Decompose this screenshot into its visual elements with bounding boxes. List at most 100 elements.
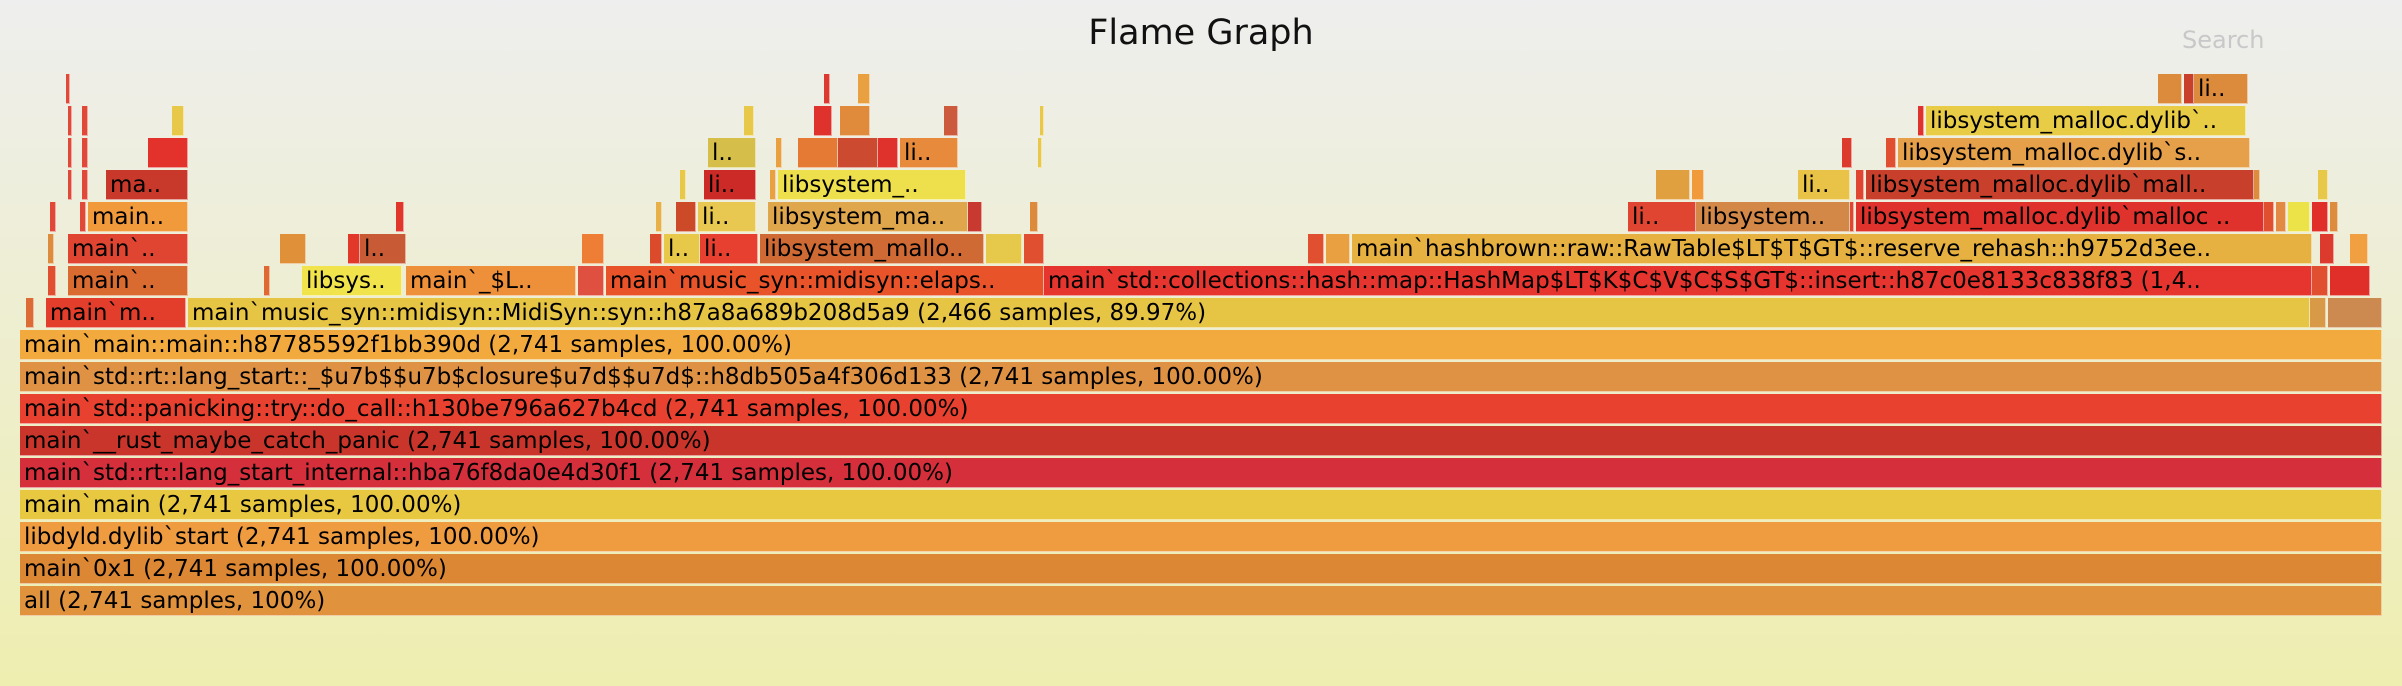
flame-frame[interactable] <box>1656 170 1690 200</box>
flame-frame[interactable] <box>2276 202 2286 232</box>
flame-frame[interactable] <box>676 202 696 232</box>
flame-frame[interactable]: libsystem.. <box>1696 202 1850 232</box>
flame-frame[interactable] <box>656 202 662 232</box>
flame-frame[interactable] <box>770 170 776 200</box>
flame-frame[interactable]: main`std::rt::lang_start_internal::hba76… <box>20 458 2382 488</box>
flame-frame[interactable] <box>68 106 72 136</box>
flame-frame[interactable]: main`main::main::h87785592f1bb390d (2,74… <box>20 330 2382 360</box>
flame-frame[interactable] <box>1850 202 1854 232</box>
flame-frame[interactable]: l.. <box>708 138 756 168</box>
flame-frame[interactable] <box>744 106 754 136</box>
flame-frame[interactable]: main`std::collections::hash::map::HashMa… <box>1044 266 2312 296</box>
flame-frame[interactable] <box>968 202 982 232</box>
flame-frame[interactable] <box>858 74 870 104</box>
flame-frame[interactable]: l.. <box>360 234 406 264</box>
flame-frame[interactable] <box>650 234 662 264</box>
flame-frame[interactable] <box>2330 202 2338 232</box>
flame-frame[interactable]: all (2,741 samples, 100%) <box>20 586 2382 616</box>
flame-frame[interactable]: libsystem_ma.. <box>768 202 968 232</box>
flame-frame[interactable] <box>1886 138 1896 168</box>
flame-frame[interactable]: li.. <box>704 170 756 200</box>
flame-frame[interactable] <box>1918 106 1924 136</box>
flame-frame[interactable]: l.. <box>664 234 700 264</box>
flame-frame[interactable] <box>944 106 958 136</box>
flame-frame[interactable] <box>2312 266 2328 296</box>
flame-frame[interactable] <box>1038 138 1042 168</box>
flame-frame[interactable] <box>396 202 404 232</box>
flame-frame[interactable]: libsystem_mallo.. <box>760 234 984 264</box>
flame-frame[interactable] <box>824 74 830 104</box>
flame-frame[interactable] <box>840 106 870 136</box>
flame-frame[interactable] <box>82 138 88 168</box>
flame-frame[interactable] <box>66 74 70 104</box>
flame-frame[interactable] <box>1308 234 1324 264</box>
flame-frame[interactable]: main`std::rt::lang_start::_$u7b$$u7b$clo… <box>20 362 2382 392</box>
flame-frame[interactable]: main`m.. <box>46 298 186 328</box>
flame-frame[interactable] <box>578 266 604 296</box>
flame-frame[interactable]: main`__rust_maybe_catch_panic (2,741 sam… <box>20 426 2382 456</box>
flame-frame[interactable] <box>2318 170 2328 200</box>
flame-frame[interactable] <box>986 234 1022 264</box>
flame-frame[interactable] <box>1842 138 1852 168</box>
flame-frame[interactable] <box>1856 170 1864 200</box>
flame-frame[interactable] <box>1692 170 1704 200</box>
flame-frame[interactable] <box>776 138 782 168</box>
flame-frame[interactable]: li.. <box>1798 170 1850 200</box>
flame-frame[interactable]: main`std::panicking::try::do_call::h130b… <box>20 394 2382 424</box>
flame-frame[interactable] <box>798 138 838 168</box>
flame-frame[interactable] <box>2288 202 2310 232</box>
flame-frame[interactable] <box>2264 202 2274 232</box>
flame-frame[interactable] <box>26 298 34 328</box>
flame-frame[interactable] <box>680 170 686 200</box>
flame-frame[interactable] <box>2310 298 2326 328</box>
flame-frame[interactable]: main`music_syn::midisyn::MidiSyn::syn::h… <box>188 298 2310 328</box>
flame-frame[interactable] <box>68 138 72 168</box>
flame-frame[interactable] <box>838 138 878 168</box>
flame-frame[interactable]: li.. <box>698 202 756 232</box>
flame-frame[interactable]: main`.. <box>68 234 188 264</box>
flame-frame[interactable] <box>2320 234 2334 264</box>
flame-frame[interactable]: ma.. <box>106 170 188 200</box>
flame-frame[interactable] <box>48 266 56 296</box>
flame-frame[interactable]: li.. <box>900 138 958 168</box>
flame-frame[interactable]: main`.. <box>68 266 188 296</box>
search-button[interactable]: Search <box>2182 26 2265 54</box>
flame-frame[interactable]: li.. <box>700 234 758 264</box>
flame-frame[interactable] <box>50 202 56 232</box>
flame-frame[interactable]: main`music_syn::midisyn::elaps.. <box>606 266 1044 296</box>
flame-frame[interactable] <box>814 106 832 136</box>
flame-frame[interactable] <box>2350 234 2368 264</box>
flame-frame[interactable]: main`0x1 (2,741 samples, 100.00%) <box>20 554 2382 584</box>
flame-frame[interactable] <box>582 234 604 264</box>
flame-frame[interactable]: li.. <box>2194 74 2248 104</box>
flame-frame[interactable] <box>2158 74 2182 104</box>
flame-frame[interactable] <box>48 234 54 264</box>
flame-frame[interactable] <box>1040 106 1044 136</box>
flame-frame[interactable] <box>1326 234 1350 264</box>
flame-frame[interactable]: li.. <box>1628 202 1696 232</box>
flame-frame[interactable]: libsystem_malloc.dylib`mall.. <box>1866 170 2254 200</box>
flame-frame[interactable]: libsystem_malloc.dylib`.. <box>1926 106 2246 136</box>
flame-frame[interactable] <box>82 170 88 200</box>
flame-frame[interactable] <box>2184 74 2194 104</box>
flame-frame[interactable] <box>2312 202 2328 232</box>
flame-frame[interactable] <box>2330 266 2370 296</box>
flame-frame[interactable] <box>80 202 86 232</box>
flame-frame[interactable] <box>264 266 270 296</box>
flame-frame[interactable] <box>1024 234 1044 264</box>
flame-frame[interactable] <box>82 106 88 136</box>
flame-frame[interactable]: libsystem_malloc.dylib`s.. <box>1898 138 2250 168</box>
flame-frame[interactable] <box>348 234 360 264</box>
flame-frame[interactable] <box>68 170 72 200</box>
flame-frame[interactable] <box>878 138 898 168</box>
flame-frame[interactable]: libdyld.dylib`start (2,741 samples, 100.… <box>20 522 2382 552</box>
flame-frame[interactable]: main.. <box>88 202 188 232</box>
flame-frame[interactable] <box>1030 202 1038 232</box>
flame-frame[interactable] <box>280 234 306 264</box>
flame-frame[interactable]: main`_$L.. <box>406 266 576 296</box>
flame-frame[interactable]: main`hashbrown::raw::RawTable$LT$T$GT$::… <box>1352 234 2312 264</box>
flame-frame[interactable] <box>148 138 188 168</box>
flame-frame[interactable] <box>172 106 184 136</box>
flame-frame[interactable] <box>2254 170 2260 200</box>
flame-frame[interactable]: libsys.. <box>302 266 402 296</box>
